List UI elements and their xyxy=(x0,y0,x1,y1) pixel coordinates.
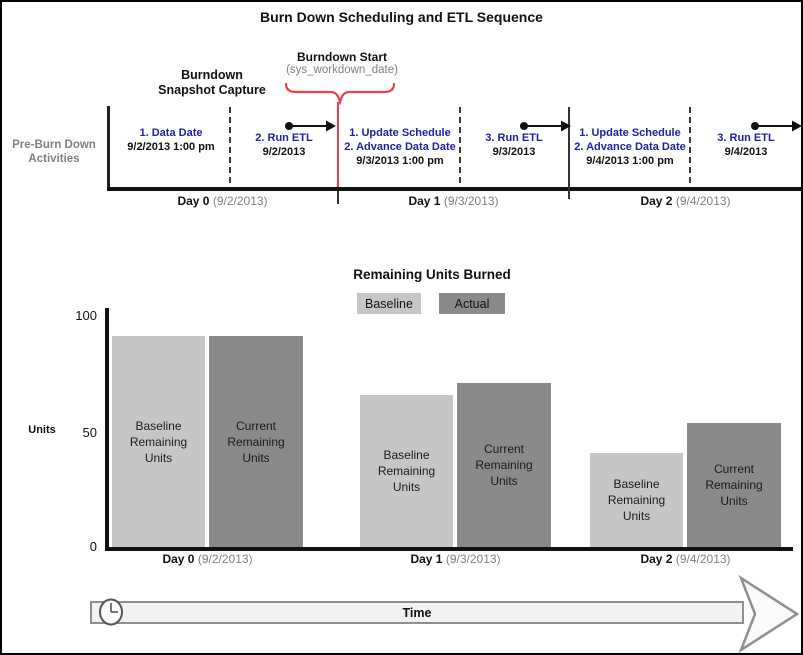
timeline-step-update-day1: 1. Update Schedule 2. Advance Data Date … xyxy=(344,127,456,167)
snapshot-capture-label: Burndown Snapshot Capture xyxy=(158,68,266,97)
legend-actual: Actual xyxy=(439,293,505,314)
timeline-step-run-etl-day2: 3. Run ETL 9/4/2013 xyxy=(717,132,775,158)
y-axis-label: Units xyxy=(28,424,56,436)
bar-day1-baseline: Baseline Remaining Units xyxy=(360,395,453,547)
red-brace-icon xyxy=(284,82,396,105)
run-etl-arrow-icon xyxy=(285,120,336,132)
timeline-divider-dashed xyxy=(229,107,231,183)
clock-icon xyxy=(99,598,123,626)
timeline-day0-label: Day 0 (9/2/2013) xyxy=(177,194,268,208)
timeline-step-update-day2: 1. Update Schedule 2. Advance Data Date … xyxy=(574,127,686,167)
timeline-divider-dashed xyxy=(459,107,461,183)
timeline-divider-dashed xyxy=(689,107,691,183)
ytick-0: 0 xyxy=(89,539,97,554)
bar-day2-baseline: Baseline Remaining Units xyxy=(590,453,683,547)
legend-baseline: Baseline xyxy=(357,293,421,314)
timeline-step-run-etl-day0: 2. Run ETL 9/2/2013 xyxy=(255,132,313,158)
time-arrow-band: Time xyxy=(90,601,744,624)
run-etl-arrow-icon xyxy=(751,120,801,132)
bar-day0-baseline: Baseline Remaining Units xyxy=(112,336,205,547)
timeline-tick xyxy=(337,191,339,204)
chart-y-axis xyxy=(105,308,109,551)
bar-day1-actual: Current Remaining Units xyxy=(457,383,551,547)
chart-day2-label: Day 2 (9/4/2013) xyxy=(640,552,731,566)
timeline-start-line xyxy=(107,106,110,187)
chart-x-axis xyxy=(105,547,793,551)
timeline-step-run-etl-day1: 3. Run ETL 9/3/2013 xyxy=(485,132,543,158)
time-arrow-label: Time xyxy=(402,605,432,620)
bar-day0-actual: Current Remaining Units xyxy=(209,336,303,547)
time-arrowhead-icon xyxy=(738,574,800,653)
timeline-day2-label: Day 2 (9/4/2013) xyxy=(640,194,731,208)
burndown-start-label: Burndown Start (sys_workdown_date) xyxy=(286,50,398,76)
bar-day2-actual: Current Remaining Units xyxy=(687,423,781,547)
ytick-50: 50 xyxy=(82,425,97,440)
ytick-100: 100 xyxy=(75,308,97,323)
timeline-axis xyxy=(107,187,801,191)
timeline-day-boundary xyxy=(568,107,570,199)
pre-burndown-activities-label: Pre-Burn Down Activities xyxy=(12,139,96,165)
timeline-step-data-date: 1. Data Date 9/2/2013 1:00 pm xyxy=(127,127,215,153)
page-title: Burn Down Scheduling and ETL Sequence xyxy=(260,9,543,25)
chart-day0-label: Day 0 (9/2/2013) xyxy=(162,552,253,566)
burndown-start-line xyxy=(337,102,339,191)
timeline-day1-label: Day 1 (9/3/2013) xyxy=(408,194,499,208)
chart-title: Remaining Units Burned xyxy=(353,267,511,282)
chart-day1-label: Day 1 (9/3/2013) xyxy=(410,552,501,566)
run-etl-arrow-icon xyxy=(520,120,571,132)
